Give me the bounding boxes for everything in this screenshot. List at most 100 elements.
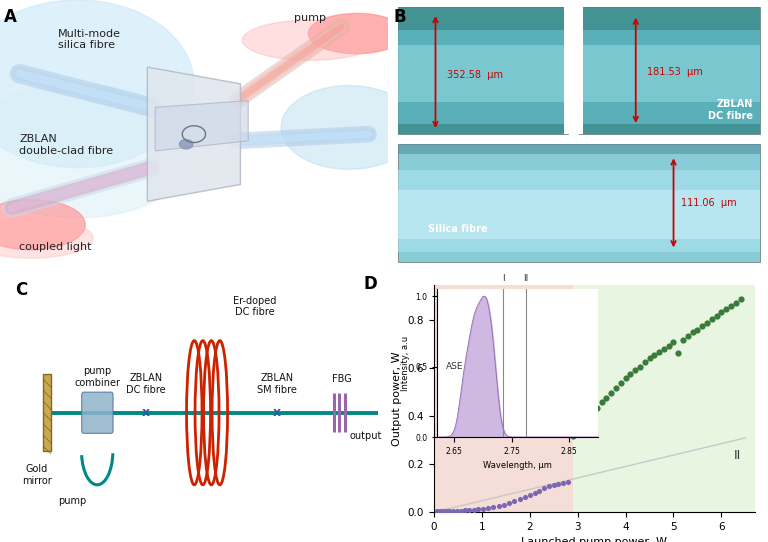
- Point: [538, 484, 550, 493]
- Bar: [573, 285, 755, 512]
- Point: [677, 335, 689, 344]
- Point: [586, 409, 598, 417]
- Point: [503, 499, 515, 507]
- Point: [605, 389, 617, 397]
- Ellipse shape: [0, 0, 194, 167]
- Text: ZBLAN
DC fibre: ZBLAN DC fibre: [708, 100, 753, 121]
- Text: output: output: [349, 431, 382, 441]
- Point: [455, 506, 467, 515]
- FancyBboxPatch shape: [398, 170, 760, 252]
- FancyBboxPatch shape: [398, 124, 568, 134]
- FancyBboxPatch shape: [43, 374, 51, 451]
- Polygon shape: [155, 101, 248, 151]
- Text: FBG: FBG: [332, 375, 352, 384]
- Point: [514, 495, 526, 504]
- Text: I: I: [453, 305, 457, 318]
- Point: [734, 295, 746, 304]
- Text: ZBLAN
DC fibre: ZBLAN DC fibre: [127, 373, 166, 395]
- Point: [472, 505, 485, 514]
- Point: [451, 506, 463, 515]
- Point: [701, 319, 713, 327]
- Point: [436, 507, 449, 515]
- Point: [624, 370, 637, 379]
- Point: [591, 404, 603, 412]
- Point: [576, 420, 588, 428]
- Ellipse shape: [281, 86, 417, 169]
- Point: [433, 507, 445, 516]
- Point: [629, 366, 641, 375]
- Point: [557, 479, 569, 487]
- Text: coupled light: coupled light: [19, 242, 92, 251]
- Point: [710, 311, 723, 320]
- Point: [691, 325, 703, 334]
- Point: [431, 507, 443, 516]
- Point: [634, 362, 646, 371]
- Point: [639, 358, 651, 367]
- Ellipse shape: [0, 199, 85, 250]
- Text: Silica fibre: Silica fibre: [428, 224, 488, 234]
- Point: [730, 298, 742, 307]
- Point: [696, 322, 708, 331]
- Point: [571, 425, 584, 434]
- Text: A: A: [4, 8, 17, 26]
- Point: [492, 502, 505, 511]
- Point: [610, 384, 622, 392]
- Ellipse shape: [308, 14, 406, 54]
- Text: Gold
mirror: Gold mirror: [22, 464, 51, 486]
- Text: pump: pump: [58, 496, 87, 506]
- Y-axis label: Output power, W: Output power, W: [392, 351, 402, 446]
- Text: pump: pump: [294, 14, 326, 23]
- Point: [720, 305, 733, 313]
- Point: [552, 480, 564, 488]
- Point: [508, 496, 521, 505]
- Text: C: C: [15, 281, 28, 299]
- Point: [440, 507, 452, 515]
- Point: [595, 398, 607, 407]
- Point: [524, 491, 536, 499]
- Point: [463, 506, 475, 514]
- FancyBboxPatch shape: [579, 7, 760, 29]
- Point: [653, 348, 665, 357]
- Point: [528, 488, 541, 497]
- Point: [468, 506, 480, 514]
- FancyBboxPatch shape: [398, 29, 568, 124]
- Text: ZBLAN
SM fibre: ZBLAN SM fibre: [257, 373, 297, 395]
- Text: x: x: [142, 406, 151, 419]
- Point: [687, 328, 699, 337]
- Point: [533, 486, 545, 495]
- Text: pump
combiner: pump combiner: [74, 366, 121, 388]
- Text: 352.58  μm: 352.58 μm: [447, 70, 503, 80]
- FancyBboxPatch shape: [398, 45, 568, 102]
- Point: [477, 505, 489, 513]
- Text: B: B: [394, 8, 406, 26]
- Point: [498, 501, 510, 509]
- Point: [715, 308, 727, 317]
- Point: [663, 341, 675, 350]
- Ellipse shape: [0, 84, 194, 218]
- FancyBboxPatch shape: [398, 7, 568, 134]
- Point: [519, 493, 531, 501]
- Point: [562, 477, 574, 486]
- Point: [543, 482, 555, 491]
- FancyBboxPatch shape: [398, 7, 568, 29]
- FancyBboxPatch shape: [579, 124, 760, 134]
- Point: [443, 507, 455, 515]
- X-axis label: Launched pump power, W: Launched pump power, W: [521, 538, 667, 542]
- Point: [648, 351, 660, 359]
- Point: [447, 507, 459, 515]
- FancyBboxPatch shape: [398, 144, 760, 262]
- Polygon shape: [147, 67, 240, 201]
- Point: [614, 379, 627, 388]
- Point: [657, 344, 670, 353]
- Point: [682, 332, 694, 340]
- Point: [644, 354, 656, 363]
- Point: [487, 503, 499, 512]
- Text: Multi-mode
silica fibre: Multi-mode silica fibre: [58, 29, 121, 50]
- Ellipse shape: [243, 20, 378, 60]
- FancyBboxPatch shape: [579, 29, 760, 124]
- Ellipse shape: [180, 139, 193, 149]
- Text: D: D: [363, 275, 377, 293]
- Point: [672, 349, 684, 357]
- Text: Er-doped
DC fibre: Er-doped DC fibre: [233, 296, 276, 318]
- Point: [581, 415, 594, 423]
